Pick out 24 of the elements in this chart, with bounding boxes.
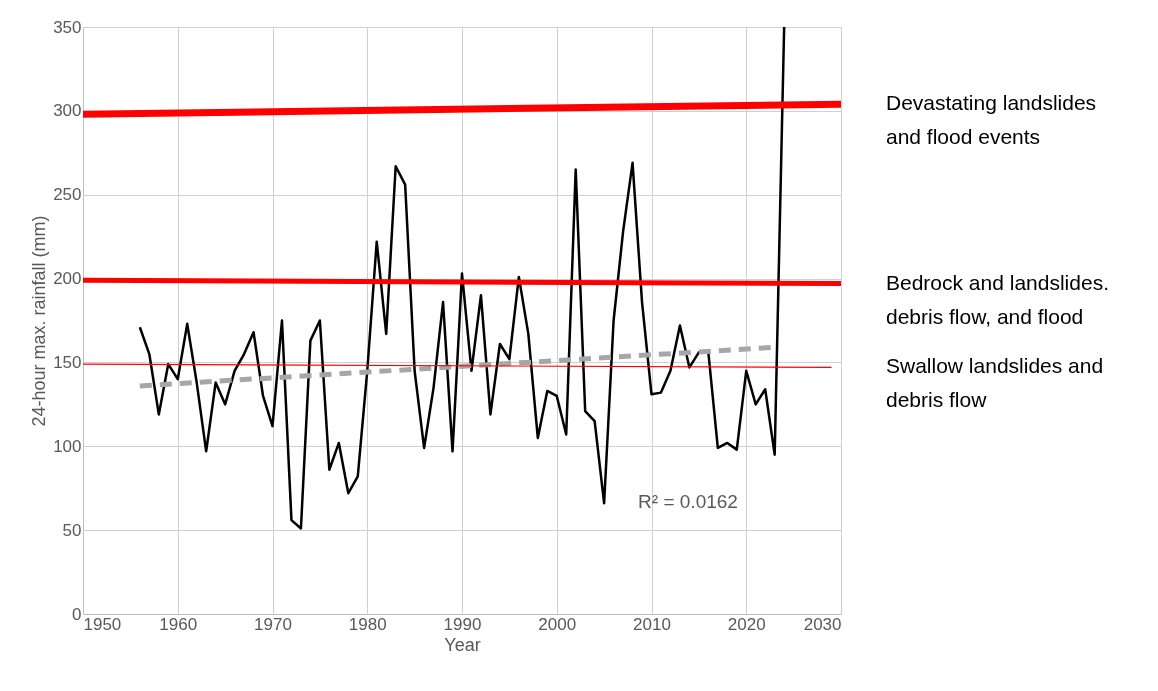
x-tick-label: 1960: [159, 614, 198, 634]
x-tick-label: 1990: [443, 614, 482, 634]
y-tick-label: 0: [72, 604, 82, 624]
y-tick-label: 50: [62, 520, 82, 540]
y-axis-title: 24-hour max. rainfall (mm): [29, 215, 50, 427]
x-tick-label: 1980: [348, 614, 387, 634]
y-tick-label: 300: [53, 101, 82, 121]
y-tick-label: 150: [53, 352, 82, 372]
annotation: R² = 0.0162: [638, 491, 738, 512]
x-tick-label: 1950: [83, 614, 122, 634]
x-tick-label: 2030: [803, 614, 842, 634]
x-tick-label: 1970: [254, 614, 292, 634]
y-tick-label: 350: [53, 17, 82, 37]
y-tick-label: 100: [53, 436, 82, 456]
text: Swallow landslides and debris flow: [886, 354, 1104, 412]
x-tick-label: 2010: [633, 614, 671, 634]
line-series: [138, 27, 786, 530]
text: Devastating landslides and flood events: [886, 91, 1097, 149]
x-tick-label: 2020: [727, 614, 766, 634]
x-axis-title: Year: [444, 634, 481, 655]
y-tick-label: 200: [53, 269, 82, 289]
x-tick-label: 2000: [538, 614, 577, 634]
text: Bedrock and landslides. debris flow, and flood: [886, 270, 1109, 328]
y-tick-label: 250: [53, 185, 82, 205]
